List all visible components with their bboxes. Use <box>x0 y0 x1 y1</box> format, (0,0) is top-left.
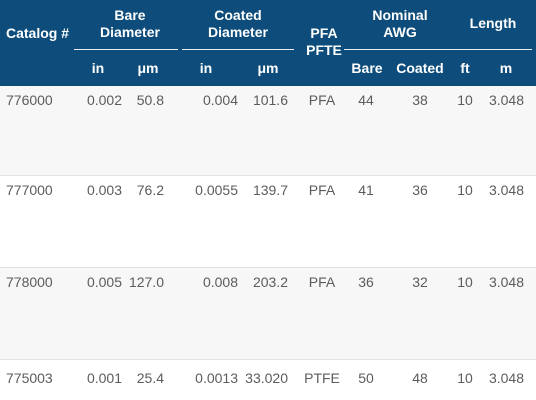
cell-len-ft: 10 <box>457 370 473 386</box>
header-coated-um: μm <box>257 60 279 76</box>
cell-len-m: 3.048 <box>488 274 524 290</box>
header-len-ft: ft <box>460 60 470 76</box>
cell-coated-um: 33.020 <box>245 370 288 386</box>
header-divider-length <box>452 49 532 50</box>
cell-awg-coated: 32 <box>412 274 428 290</box>
cell-catalog: 775003 <box>6 370 53 386</box>
header-divider-awg <box>344 49 452 50</box>
cell-coated-um: 101.6 <box>252 92 288 108</box>
cell-awg-bare: 36 <box>358 274 374 290</box>
cell-bare-in: 0.001 <box>86 370 122 386</box>
cell-catalog: 776000 <box>6 92 53 108</box>
header-divider-coated <box>182 49 294 50</box>
header-len-m: m <box>499 60 513 76</box>
cell-len-m: 3.048 <box>488 370 524 386</box>
cell-bare-um: 50.8 <box>136 92 164 108</box>
header-bare-um: μm <box>137 60 159 76</box>
cell-len-ft: 10 <box>457 182 473 198</box>
cell-bare-in: 0.005 <box>86 274 122 290</box>
cell-len-m: 3.048 <box>488 92 524 108</box>
cell-coated-in: 0.004 <box>202 92 238 108</box>
cell-catalog: 778000 <box>6 274 53 290</box>
cell-bare-in: 0.002 <box>86 92 122 108</box>
header-bare-in: in <box>91 60 105 76</box>
table-row: 775003 0.001 25.4 0.0013 33.020 PTFE 50 … <box>0 360 536 400</box>
cell-coated-um: 203.2 <box>252 274 288 290</box>
header-awg-coated: Coated <box>396 60 444 76</box>
cell-bare-in: 0.003 <box>86 182 122 198</box>
header-awg-bare: Bare <box>351 60 383 76</box>
header-catalog: Catalog # <box>6 25 70 41</box>
table-row: 778000 0.005 127.0 0.008 203.2 PFA 36 32… <box>0 268 536 360</box>
header-divider-bare <box>74 49 178 50</box>
cell-bare-um: 76.2 <box>136 182 164 198</box>
header-coated-diameter: Coated Diameter <box>208 7 268 40</box>
cell-awg-coated: 48 <box>412 370 428 386</box>
cell-awg-coated: 38 <box>412 92 428 108</box>
row-divider <box>0 267 536 268</box>
cell-material: PFA <box>308 92 336 108</box>
table-header: Catalog # Bare Diameter Coated Diameter … <box>0 0 536 86</box>
cell-awg-coated: 36 <box>412 182 428 198</box>
header-nominal-awg: Nominal AWG <box>372 7 428 40</box>
header-pfa-pfte: PFA PFTE <box>306 25 342 58</box>
cell-awg-bare: 41 <box>358 182 374 198</box>
cell-len-m: 3.048 <box>488 182 524 198</box>
header-bare-diameter: Bare Diameter <box>100 7 160 40</box>
cell-len-ft: 10 <box>457 274 473 290</box>
cell-material: PTFE <box>304 370 340 386</box>
cell-material: PFA <box>308 182 336 198</box>
row-divider <box>0 175 536 176</box>
cell-awg-bare: 50 <box>358 370 374 386</box>
cell-coated-in: 0.0055 <box>195 182 238 198</box>
cell-catalog: 777000 <box>6 182 53 198</box>
cell-bare-um: 25.4 <box>136 370 164 386</box>
cell-len-ft: 10 <box>457 92 473 108</box>
cell-coated-in: 0.008 <box>202 274 238 290</box>
cell-bare-um: 127.0 <box>128 274 164 290</box>
cell-awg-bare: 44 <box>358 92 374 108</box>
table-row: 777000 0.003 76.2 0.0055 139.7 PFA 41 36… <box>0 176 536 268</box>
cell-material: PFA <box>308 274 336 290</box>
header-coated-in: in <box>199 60 213 76</box>
row-divider <box>0 359 536 360</box>
cell-coated-in: 0.0013 <box>195 370 238 386</box>
cell-coated-um: 139.7 <box>252 182 288 198</box>
header-length: Length <box>469 15 517 31</box>
table-row: 776000 0.002 50.8 0.004 101.6 PFA 44 38 … <box>0 86 536 176</box>
